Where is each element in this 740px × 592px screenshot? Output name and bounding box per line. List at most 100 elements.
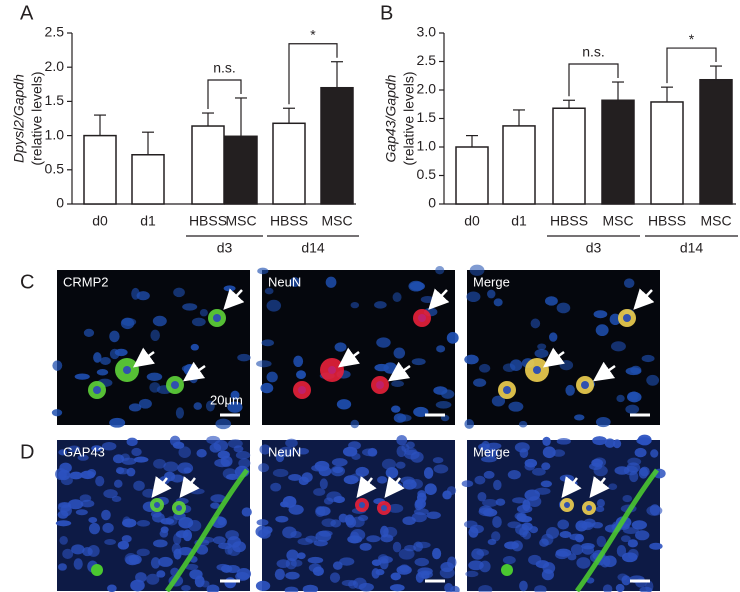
significance-bracket bbox=[288, 43, 338, 105]
nucleus bbox=[152, 315, 167, 327]
nucleus bbox=[312, 566, 324, 577]
nucleus bbox=[313, 539, 328, 547]
nucleus bbox=[593, 310, 608, 319]
nucleus bbox=[96, 369, 109, 376]
nucleus bbox=[175, 407, 185, 419]
nucleus bbox=[285, 558, 297, 570]
nucleus bbox=[258, 463, 270, 473]
nucleus bbox=[366, 535, 381, 543]
nucleus bbox=[461, 480, 474, 488]
cell-nucleus bbox=[213, 314, 221, 322]
nucleus bbox=[646, 374, 660, 386]
nucleus bbox=[339, 557, 355, 566]
nucleus bbox=[189, 488, 205, 495]
y-tick-label: 0 bbox=[56, 195, 64, 211]
nucleus bbox=[109, 417, 126, 428]
nucleus bbox=[215, 418, 232, 430]
nucleus bbox=[238, 458, 251, 469]
nucleus bbox=[549, 332, 558, 342]
nucleus bbox=[58, 502, 71, 509]
nucleus bbox=[514, 442, 530, 453]
nucleus bbox=[172, 441, 185, 449]
nucleus bbox=[325, 276, 337, 288]
nucleus bbox=[559, 474, 575, 482]
nucleus bbox=[315, 506, 331, 516]
nucleus bbox=[478, 443, 489, 451]
nucleus bbox=[411, 358, 426, 366]
nucleus bbox=[559, 360, 574, 371]
nucleus bbox=[466, 291, 481, 303]
nucleus bbox=[282, 526, 297, 539]
nucleus bbox=[623, 278, 635, 289]
nucleus bbox=[391, 405, 401, 413]
panel-label: B bbox=[380, 2, 393, 24]
nucleus bbox=[404, 544, 417, 552]
nucleus bbox=[528, 554, 542, 565]
nucleus bbox=[182, 303, 198, 311]
nucleus bbox=[89, 522, 101, 535]
arrow bbox=[151, 476, 172, 498]
nucleus bbox=[486, 442, 502, 450]
y-tick-label: 1.5 bbox=[45, 92, 65, 108]
nucleus bbox=[574, 414, 585, 421]
nucleus bbox=[478, 585, 493, 592]
nucleus bbox=[479, 363, 491, 373]
nucleus bbox=[302, 584, 319, 592]
nucleus bbox=[378, 556, 393, 564]
nucleus bbox=[625, 367, 642, 376]
nucleus bbox=[67, 499, 84, 510]
nucleus bbox=[616, 545, 627, 557]
nucleus bbox=[289, 277, 301, 288]
nucleus bbox=[220, 455, 233, 467]
nucleus bbox=[413, 406, 429, 417]
nucleus bbox=[224, 545, 233, 555]
nucleus bbox=[391, 380, 404, 388]
nucleus bbox=[351, 453, 361, 460]
nucleus bbox=[79, 494, 92, 503]
nucleus bbox=[617, 573, 628, 581]
nucleus bbox=[136, 519, 151, 527]
nucleus bbox=[255, 580, 271, 591]
fiber bbox=[574, 468, 660, 592]
nucleus bbox=[73, 558, 83, 570]
nucleus bbox=[191, 317, 206, 327]
nucleus bbox=[58, 449, 68, 456]
nucleus bbox=[224, 577, 237, 589]
cell-nucleus bbox=[298, 386, 306, 394]
nucleus bbox=[395, 461, 406, 469]
nucleus bbox=[285, 571, 300, 580]
nucleus bbox=[297, 448, 310, 455]
nucleus bbox=[51, 409, 63, 417]
nucleus bbox=[93, 352, 102, 363]
nucleus bbox=[469, 264, 485, 276]
nucleus bbox=[567, 553, 577, 561]
nucleus bbox=[258, 528, 271, 539]
bar bbox=[601, 99, 635, 205]
nucleus bbox=[608, 483, 618, 490]
nucleus bbox=[206, 584, 220, 592]
y-axis-label: Gap43/Gapdh bbox=[383, 74, 399, 162]
micrograph: Merge bbox=[461, 434, 666, 592]
nucleus bbox=[392, 541, 402, 553]
nucleus bbox=[153, 458, 166, 469]
nucleus bbox=[377, 476, 388, 484]
image-bg bbox=[262, 270, 455, 425]
nucleus bbox=[91, 445, 103, 452]
nucleus bbox=[55, 520, 72, 527]
x-tick-label: d1 bbox=[511, 213, 527, 229]
cell-nucleus bbox=[123, 366, 131, 374]
nucleus bbox=[178, 446, 191, 458]
nucleus bbox=[541, 533, 554, 546]
nucleus bbox=[441, 389, 455, 399]
nucleus bbox=[286, 549, 299, 562]
nucleus bbox=[288, 474, 302, 481]
nucleus bbox=[296, 370, 307, 379]
micrograph: NeuN bbox=[256, 266, 459, 429]
nucleus bbox=[264, 287, 274, 295]
nucleus bbox=[69, 471, 83, 480]
cell bbox=[91, 564, 103, 576]
nucleus bbox=[288, 504, 304, 515]
nucleus bbox=[639, 586, 653, 592]
nucleus bbox=[393, 413, 407, 423]
nucleus bbox=[609, 313, 621, 326]
